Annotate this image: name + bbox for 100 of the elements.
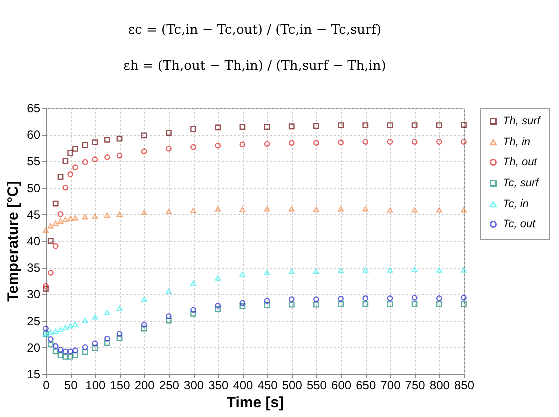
point <box>104 336 110 342</box>
x-tick-label: 650 <box>356 378 376 392</box>
point <box>240 142 246 148</box>
x-tick-label: 300 <box>184 378 204 392</box>
point <box>82 349 88 356</box>
point <box>362 139 369 145</box>
point <box>58 218 64 224</box>
point <box>48 342 54 348</box>
x-tick-label: 400 <box>233 378 254 392</box>
legend-label: Th, out <box>503 156 538 168</box>
x-tick-label: 450 <box>258 378 278 392</box>
point <box>436 296 442 302</box>
point <box>215 276 222 281</box>
point <box>387 301 394 308</box>
point <box>141 210 148 216</box>
text: εc = (Tc,in − Tc,out) / (Tc,in − Tc,surf) <box>128 23 382 38</box>
point <box>362 268 369 273</box>
point <box>436 139 442 145</box>
y-tick-label: 65 <box>27 102 41 116</box>
point <box>43 326 49 332</box>
point <box>72 352 78 358</box>
point <box>387 208 394 213</box>
point <box>240 300 246 306</box>
point <box>48 336 54 342</box>
point <box>436 208 442 213</box>
point <box>436 268 442 273</box>
point <box>116 212 123 218</box>
point <box>461 208 467 213</box>
point <box>338 122 344 128</box>
point <box>338 206 344 212</box>
point <box>338 140 344 146</box>
y-tick-label: 45 <box>27 208 41 222</box>
y-tick-label: 55 <box>27 154 41 169</box>
point <box>288 302 295 308</box>
point <box>104 154 110 160</box>
point <box>264 302 270 308</box>
point <box>288 124 295 130</box>
point <box>166 146 172 152</box>
point <box>461 122 467 128</box>
point <box>387 296 394 302</box>
point <box>141 326 148 332</box>
point <box>240 206 246 212</box>
y-tick-label: 35 <box>27 261 41 276</box>
point <box>43 228 49 233</box>
point <box>58 352 64 358</box>
point <box>68 354 74 360</box>
point <box>412 267 418 272</box>
point <box>72 322 78 328</box>
point <box>412 139 418 145</box>
point <box>62 325 69 330</box>
point <box>436 122 442 128</box>
point <box>92 340 98 347</box>
point <box>264 141 270 148</box>
point <box>387 139 394 145</box>
point <box>362 206 369 212</box>
x-tick-label: 800 <box>430 378 450 392</box>
point <box>141 296 148 302</box>
point <box>104 340 110 346</box>
x-tick-label: 600 <box>332 378 352 392</box>
point <box>166 288 172 294</box>
point <box>240 303 246 310</box>
point <box>264 206 270 212</box>
point <box>215 302 222 309</box>
point <box>190 144 196 150</box>
point <box>387 122 394 128</box>
point <box>461 294 467 301</box>
point <box>314 123 320 130</box>
x-tick-label: 50 <box>64 378 78 392</box>
legend-label: Tc, in <box>503 198 529 210</box>
point <box>338 296 344 302</box>
point <box>72 164 78 171</box>
point <box>215 124 222 131</box>
point <box>62 217 69 222</box>
point <box>412 301 418 308</box>
point <box>288 206 295 212</box>
point <box>104 136 110 143</box>
x-tick-label: 700 <box>380 378 402 392</box>
legend-label: Tc, out <box>503 218 537 230</box>
point <box>92 156 98 163</box>
x-tick-label: 0 <box>43 378 50 392</box>
legend-label: Th, in <box>503 136 531 148</box>
point <box>58 347 64 353</box>
point <box>314 296 320 302</box>
x-tick-label: 550 <box>306 378 328 392</box>
point <box>82 344 88 350</box>
point <box>48 270 54 276</box>
point <box>338 301 344 308</box>
point <box>314 140 320 146</box>
point <box>68 172 74 178</box>
point <box>116 152 123 159</box>
point <box>116 136 123 142</box>
point <box>52 328 59 334</box>
point <box>264 270 270 276</box>
point <box>52 348 59 355</box>
y-tick-label: 30 <box>27 288 41 302</box>
point <box>62 158 69 164</box>
point <box>288 296 295 302</box>
point <box>288 140 295 146</box>
point <box>62 184 69 191</box>
x-tick-label: 250 <box>159 378 180 392</box>
